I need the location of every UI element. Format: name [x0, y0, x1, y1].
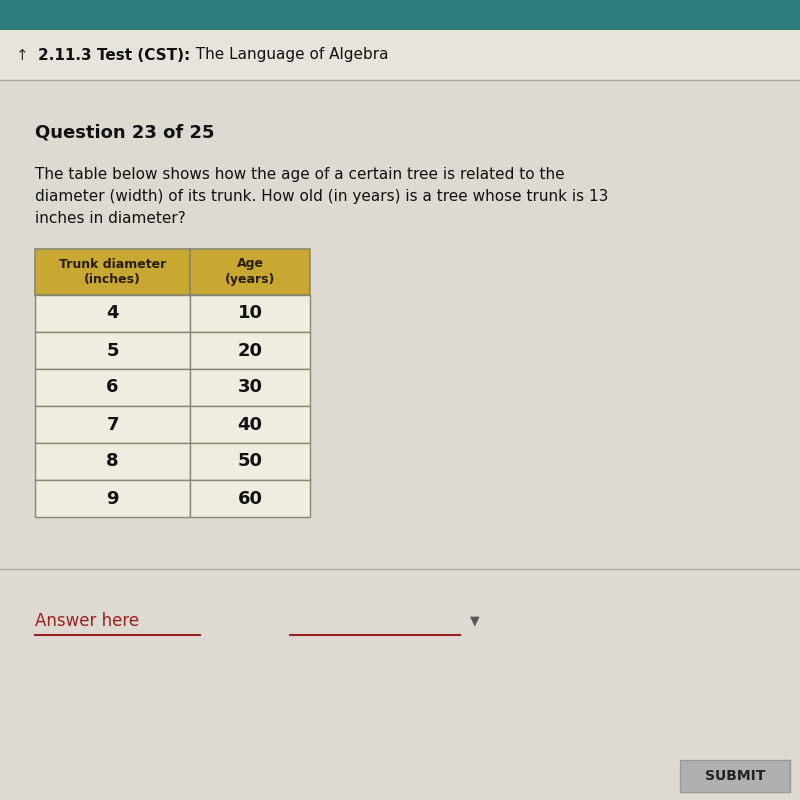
- Bar: [35, 480, 190, 517]
- Bar: [190, 332, 310, 369]
- Bar: [190, 406, 310, 443]
- Text: 5: 5: [106, 342, 118, 359]
- Text: 50: 50: [238, 453, 262, 470]
- Text: 10: 10: [238, 305, 262, 322]
- Text: 2.11.3 Test (CST):: 2.11.3 Test (CST):: [38, 47, 190, 62]
- Text: 60: 60: [238, 490, 262, 507]
- Text: 8: 8: [106, 453, 119, 470]
- Text: Answer here: Answer here: [35, 612, 139, 630]
- Text: diameter (width) of its trunk. How old (in years) is a tree whose trunk is 13: diameter (width) of its trunk. How old (…: [35, 189, 608, 204]
- Text: Trunk diameter
(inches): Trunk diameter (inches): [59, 258, 166, 286]
- Bar: [190, 443, 310, 480]
- Text: The Language of Algebra: The Language of Algebra: [186, 47, 389, 62]
- Bar: [190, 369, 310, 406]
- Text: Question 23 of 25: Question 23 of 25: [35, 123, 214, 141]
- Text: ▼: ▼: [470, 614, 480, 627]
- Bar: [190, 480, 310, 517]
- Text: 20: 20: [238, 342, 262, 359]
- Text: 40: 40: [238, 415, 262, 434]
- Text: 7: 7: [106, 415, 118, 434]
- Text: 30: 30: [238, 378, 262, 397]
- Text: The table below shows how the age of a certain tree is related to the: The table below shows how the age of a c…: [35, 167, 565, 182]
- Bar: [35, 369, 190, 406]
- Text: ↑: ↑: [16, 47, 28, 62]
- Bar: [0, 0, 800, 30]
- Bar: [35, 332, 190, 369]
- Text: 4: 4: [106, 305, 118, 322]
- Bar: [35, 406, 190, 443]
- Text: Age
(years): Age (years): [225, 258, 275, 286]
- Bar: [680, 760, 790, 792]
- Text: 6: 6: [106, 378, 118, 397]
- Text: inches in diameter?: inches in diameter?: [35, 211, 186, 226]
- Bar: [35, 295, 190, 332]
- Text: 9: 9: [106, 490, 118, 507]
- Bar: [190, 249, 310, 295]
- Bar: [35, 443, 190, 480]
- Bar: [35, 249, 190, 295]
- Text: SUBMIT: SUBMIT: [705, 769, 765, 783]
- Bar: [190, 295, 310, 332]
- Bar: [0, 30, 800, 80]
